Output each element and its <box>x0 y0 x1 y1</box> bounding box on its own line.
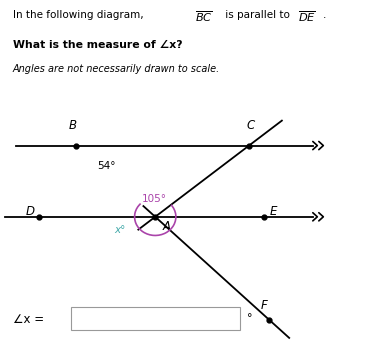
Text: °: ° <box>247 313 253 323</box>
Text: ∠x =: ∠x = <box>12 313 44 326</box>
Text: A: A <box>163 220 171 233</box>
Text: is parallel to: is parallel to <box>222 10 293 20</box>
Text: $\overline{DE}$: $\overline{DE}$ <box>298 10 316 25</box>
Text: Angles are not necessarily drawn to scale.: Angles are not necessarily drawn to scal… <box>12 64 220 74</box>
Text: B: B <box>69 119 77 132</box>
Text: D: D <box>26 205 35 218</box>
Text: What is the measure of ∠x?: What is the measure of ∠x? <box>12 40 182 50</box>
Text: F: F <box>260 299 267 312</box>
Text: 105°: 105° <box>142 194 167 204</box>
Text: 54°: 54° <box>97 161 116 171</box>
Text: E: E <box>270 205 277 218</box>
Text: $\overline{BC}$: $\overline{BC}$ <box>195 10 212 25</box>
Text: x°: x° <box>114 225 125 235</box>
Text: In the following diagram,: In the following diagram, <box>12 10 147 20</box>
FancyBboxPatch shape <box>71 307 240 330</box>
Text: C: C <box>247 119 255 132</box>
Text: .: . <box>323 10 327 20</box>
